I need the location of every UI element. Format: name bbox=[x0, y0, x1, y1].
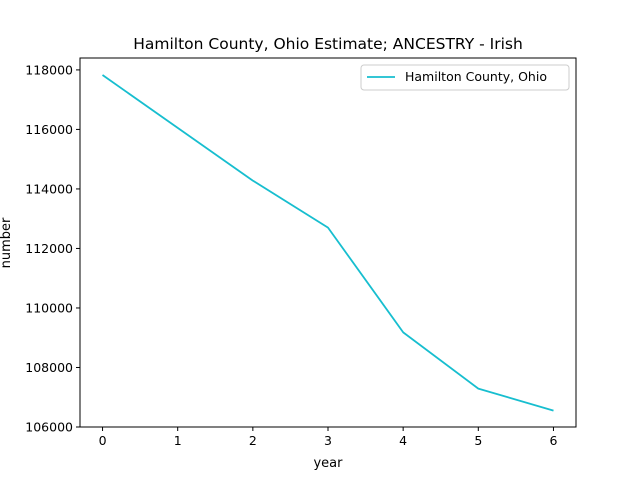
series-line bbox=[101, 74, 554, 412]
y-tick-label: 106000 bbox=[25, 420, 73, 435]
y-tick-label: 114000 bbox=[25, 181, 73, 196]
x-tick-label: 6 bbox=[549, 433, 557, 448]
x-tick-label: 2 bbox=[249, 433, 257, 448]
x-tick-label: 4 bbox=[399, 433, 407, 448]
y-tick-label: 116000 bbox=[25, 122, 73, 137]
series-layer bbox=[101, 74, 554, 412]
chart-title: Hamilton County, Ohio Estimate; ANCESTRY… bbox=[133, 35, 523, 53]
y-tick-label: 110000 bbox=[25, 300, 73, 315]
y-tick-label: 112000 bbox=[25, 241, 73, 256]
x-tick-label: 3 bbox=[324, 433, 332, 448]
y-axis-label: number bbox=[0, 217, 14, 268]
legend: Hamilton County, Ohio bbox=[360, 64, 570, 91]
y-tick-label: 108000 bbox=[25, 360, 73, 375]
x-axis-label: year bbox=[313, 456, 343, 471]
x-tick-label: 5 bbox=[474, 433, 482, 448]
plot-frame bbox=[79, 57, 577, 428]
y-tick-label: 118000 bbox=[25, 62, 73, 77]
axis-ticks: 0 1 2 3 4 5 6 106000 108000 110000 112000 114000 116… bbox=[25, 62, 557, 448]
legend-label: Hamilton County, Ohio bbox=[405, 69, 547, 84]
legend-box bbox=[360, 64, 570, 91]
x-tick-label: 0 bbox=[99, 433, 107, 448]
x-tick-label: 1 bbox=[174, 433, 182, 448]
